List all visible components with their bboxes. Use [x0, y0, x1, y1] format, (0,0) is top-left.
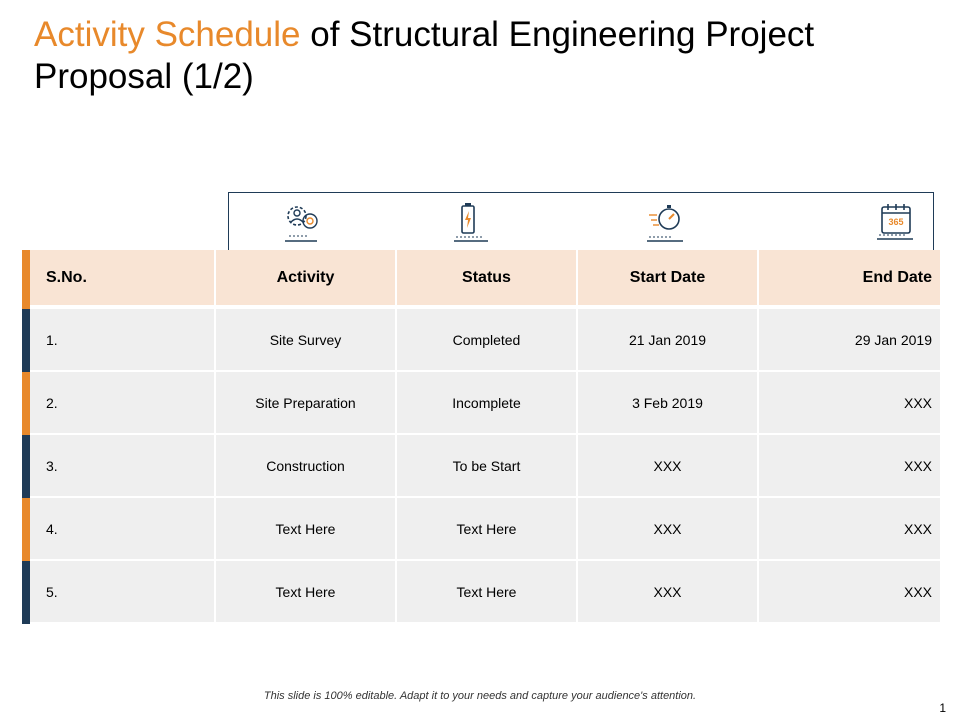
settings-user-icon — [279, 199, 329, 249]
cell-sno: 1. — [22, 307, 216, 372]
cell-sno: 4. — [22, 497, 216, 561]
cell-status: Text Here — [396, 497, 578, 561]
battery-icon — [452, 199, 502, 249]
cell-activity: Text Here — [215, 560, 397, 624]
cell-start-date: XXX — [577, 560, 759, 624]
cell-start-date: 3 Feb 2019 — [577, 371, 759, 435]
cell-start-date: XXX — [577, 497, 759, 561]
table-row: 5. Text Here Text Here XXX XXX — [22, 560, 942, 624]
cell-end-date: XXX — [758, 434, 942, 498]
header-sno: S.No. — [22, 250, 216, 309]
cell-activity: Construction — [215, 434, 397, 498]
schedule-table: S.No. Activity Status Start Date End Dat… — [22, 250, 942, 624]
cell-status: To be Start — [396, 434, 578, 498]
cell-activity: Site Survey — [215, 307, 397, 372]
cell-sno: 5. — [22, 560, 216, 624]
title-highlight: Activity Schedule — [34, 15, 301, 54]
cell-activity: Text Here — [215, 497, 397, 561]
cell-end-date: XXX — [758, 371, 942, 435]
cell-status: Completed — [396, 307, 578, 372]
slide-title: Activity Schedule of Structural Engineer… — [34, 14, 934, 98]
cell-start-date: 21 Jan 2019 — [577, 307, 759, 372]
table-row: 2. Site Preparation Incomplete 3 Feb 201… — [22, 371, 942, 435]
header-activity: Activity — [215, 250, 397, 309]
table-header-row: S.No. Activity Status Start Date End Dat… — [22, 250, 942, 309]
table-row: 1. Site Survey Completed 21 Jan 2019 29 … — [22, 307, 942, 372]
title-rest: of Structural Engineering Project Propos… — [34, 15, 815, 96]
page-number: 1 — [939, 701, 946, 715]
cell-status: Text Here — [396, 560, 578, 624]
cell-sno: 3. — [22, 434, 216, 498]
cell-activity: Site Preparation — [215, 371, 397, 435]
header-end-date: End Date — [758, 250, 942, 309]
cell-sno: 2. — [22, 371, 216, 435]
calendar-365-icon: 365 — [875, 199, 925, 249]
cell-end-date: XXX — [758, 560, 942, 624]
cell-start-date: XXX — [577, 434, 759, 498]
table-row: 4. Text Here Text Here XXX XXX — [22, 497, 942, 561]
cell-end-date: 29 Jan 2019 — [758, 307, 942, 372]
cell-status: Incomplete — [396, 371, 578, 435]
icon-header-box: 365 — [228, 192, 934, 250]
cell-end-date: XXX — [758, 497, 942, 561]
footer-note: This slide is 100% editable. Adapt it to… — [263, 690, 697, 702]
header-status: Status — [396, 250, 578, 309]
table-row: 3. Construction To be Start XXX XXX — [22, 434, 942, 498]
calendar-365-text: 365 — [888, 217, 903, 227]
header-start-date: Start Date — [577, 250, 759, 309]
stopwatch-icon — [643, 199, 693, 249]
